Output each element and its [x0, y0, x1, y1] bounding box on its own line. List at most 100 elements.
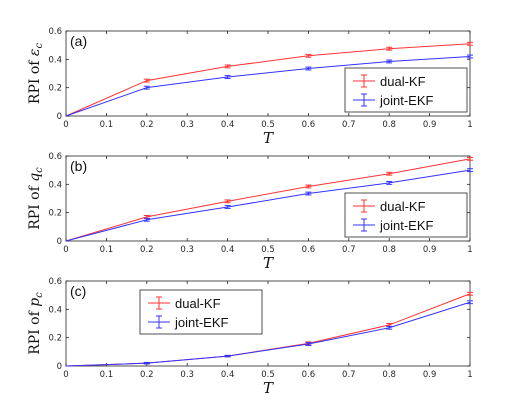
data-point [469, 55, 471, 58]
x-tick-label: 0.4 [221, 120, 235, 130]
series-line [65, 158, 471, 242]
x-tick-label: 0.7 [342, 120, 356, 130]
x-tick-label: 0.7 [342, 370, 356, 380]
x-tick-label: 0 [63, 120, 68, 130]
x-tick-label: 0.3 [180, 120, 194, 130]
data-point [469, 293, 471, 295]
x-tick-label: 0.2 [140, 370, 154, 380]
x-tick-label: 0.8 [382, 120, 396, 130]
y-tick-label: 0 [57, 237, 62, 247]
y-tick-label: 0 [57, 362, 62, 372]
data-point [307, 192, 309, 195]
data-point [65, 365, 67, 367]
y-tick-label: 0.6 [48, 27, 62, 37]
x-tick-label: 0.8 [382, 370, 396, 380]
data-point [227, 206, 229, 208]
data-point [227, 76, 229, 78]
data-point [146, 87, 148, 89]
x-tick-label: 0.4 [221, 370, 235, 380]
x-axis-label: T [263, 379, 274, 397]
legend: dual-KF joint-EKF [139, 289, 263, 335]
chart-panel-2: 0 0.1 0.2 0.3 0.4 0.5 0.6 0.7 0.8 0.9 1 0 0.2 0.4 0.6 T… [27, 152, 473, 272]
legend-label: dual-KF [175, 296, 221, 311]
y-axis-label: RPI of qc [27, 167, 45, 230]
x-tick-label: 0.9 [423, 245, 437, 255]
x-tick-label: 0 [63, 245, 68, 255]
x-tick-label: 0 [63, 370, 68, 380]
x-tick-label: 0.4 [221, 245, 235, 255]
panel-label: (a) [70, 33, 87, 49]
x-tick-label: 0.6 [302, 245, 316, 255]
data-point [388, 48, 390, 50]
y-tick-label: 0.2 [48, 84, 62, 94]
data-point [227, 65, 229, 68]
series-line [65, 301, 471, 367]
data-point [469, 169, 471, 171]
x-tick-label: 0.8 [382, 245, 396, 255]
data-point [388, 60, 390, 63]
data-point [146, 362, 148, 364]
x-tick-label: 0.2 [140, 245, 154, 255]
x-tick-label: 0.6 [302, 370, 316, 380]
series-joint-EKF [65, 300, 473, 367]
y-axis-label: RPI of pc [27, 292, 45, 355]
legend: dual-KF joint-EKF [344, 192, 468, 238]
series-line [65, 169, 471, 242]
data-point [469, 158, 471, 160]
data-point [146, 219, 148, 221]
data-point [227, 200, 229, 202]
y-tick-label: 0 [57, 112, 62, 122]
x-tick-label: 0.9 [423, 120, 437, 130]
data-point [469, 43, 471, 45]
series-joint-EKF [65, 168, 473, 242]
x-tick-label: 0.2 [140, 120, 154, 130]
chart-panel-3: 0 0.1 0.2 0.3 0.4 0.5 0.6 0.7 0.8 0.9 1 0 0.2 0.4 0.6 T… [27, 277, 473, 397]
y-tick-label: 0.4 [48, 55, 62, 65]
data-point [388, 173, 390, 175]
x-tick-label: 1 [467, 120, 472, 130]
chart-panel-1: 0 0.1 0.2 0.3 0.4 0.5 0.6 0.7 0.8 0.9 1 0 0.2 0.4 0.6 T… [27, 27, 473, 147]
data-point [65, 240, 67, 242]
x-tick-label: 0.5 [261, 120, 275, 130]
data-point [307, 185, 309, 188]
x-tick-label: 0.3 [180, 245, 194, 255]
y-axis-label: RPI of εc [27, 43, 45, 105]
data-point [388, 182, 390, 184]
x-tick-label: 0.7 [342, 245, 356, 255]
x-tick-label: 1 [467, 245, 472, 255]
data-point [307, 55, 309, 57]
series-dual-KF [65, 41, 473, 117]
legend-label: joint-EKF [174, 315, 229, 330]
x-axis-label: T [263, 254, 274, 272]
x-axis-label: T [263, 129, 274, 147]
legend: dual-KF joint-EKF [344, 67, 468, 113]
x-tick-label: 0.9 [423, 370, 437, 380]
legend-label: joint-EKF [379, 218, 434, 233]
data-point [307, 67, 309, 70]
x-tick-label: 0.6 [302, 120, 316, 130]
x-tick-label: 0.5 [261, 245, 275, 255]
legend-label: dual-KF [380, 199, 426, 214]
series-line [65, 56, 471, 117]
legend-label: dual-KF [380, 74, 426, 89]
x-tick-label: 0.1 [100, 245, 114, 255]
y-tick-label: 0.6 [48, 277, 62, 287]
data-point [388, 324, 390, 326]
data-point [388, 327, 390, 329]
data-point [146, 79, 148, 82]
x-tick-label: 0.1 [100, 120, 114, 130]
panel-label: (c) [70, 283, 86, 299]
series-line [65, 43, 471, 117]
series-joint-EKF [65, 54, 473, 117]
y-tick-label: 0.4 [48, 180, 62, 190]
data-point [307, 343, 309, 345]
y-tick-label: 0.4 [48, 305, 62, 315]
data-point [146, 216, 148, 218]
y-tick-label: 0.2 [48, 334, 62, 344]
x-tick-label: 0.3 [180, 370, 194, 380]
legend-label: joint-EKF [379, 93, 434, 108]
y-tick-label: 0.6 [48, 152, 62, 162]
plot-area [65, 280, 471, 367]
data-point [227, 355, 229, 357]
